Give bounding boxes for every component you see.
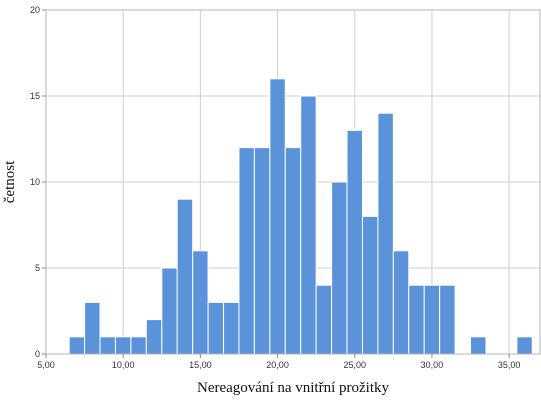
histogram-bar [392, 250, 410, 355]
histogram-bar [361, 215, 379, 355]
histogram-bar [68, 336, 86, 355]
histogram-bar [253, 147, 271, 355]
histogram-bar [269, 78, 286, 355]
histogram-bar [238, 147, 255, 355]
y-axis-ticks: 0 5 10 15 20 [30, 5, 46, 359]
x-tick-label: 10,00 [112, 360, 135, 370]
x-tick-label: 15,00 [189, 360, 212, 370]
histogram-bar [284, 147, 302, 355]
histogram-bar [315, 284, 333, 355]
histogram-bar [176, 198, 194, 355]
y-axis-title: četnost [2, 160, 18, 203]
histogram-bar [207, 301, 225, 355]
x-axis-ticks: 5,00 10,00 15,00 20,00 25,00 30,00 35,00 [37, 354, 520, 370]
x-tick-label: 5,00 [37, 360, 55, 370]
y-tick-label: 15 [30, 91, 40, 101]
histogram-bar [439, 284, 456, 355]
histogram-bar [161, 267, 178, 355]
histogram-bar [145, 319, 163, 355]
histogram-bar [130, 336, 147, 355]
histogram-bar [516, 336, 533, 355]
histogram-bar [331, 181, 348, 355]
x-tick-label: 30,00 [421, 360, 444, 370]
histogram-bar [423, 284, 441, 355]
x-axis-title: Nereagování na vnitřní prožitky [197, 380, 390, 396]
histogram-bar [192, 250, 209, 355]
histogram-bar [114, 336, 132, 355]
x-tick-label: 35,00 [498, 360, 521, 370]
histogram-bar [223, 301, 240, 355]
histogram-bar [84, 301, 101, 355]
x-tick-label: 20,00 [266, 360, 289, 370]
histogram-bars [68, 78, 533, 355]
histogram-bar [99, 336, 116, 355]
y-tick-label: 10 [30, 177, 40, 187]
histogram-bar [408, 284, 425, 355]
histogram-bar [300, 95, 317, 355]
y-tick-label: 0 [35, 349, 40, 359]
x-tick-label: 25,00 [343, 360, 366, 370]
histogram-bar [346, 129, 363, 355]
histogram-bar [377, 112, 394, 355]
y-tick-label: 5 [35, 263, 40, 273]
y-tick-label: 20 [30, 5, 40, 15]
histogram-bar [470, 336, 487, 355]
